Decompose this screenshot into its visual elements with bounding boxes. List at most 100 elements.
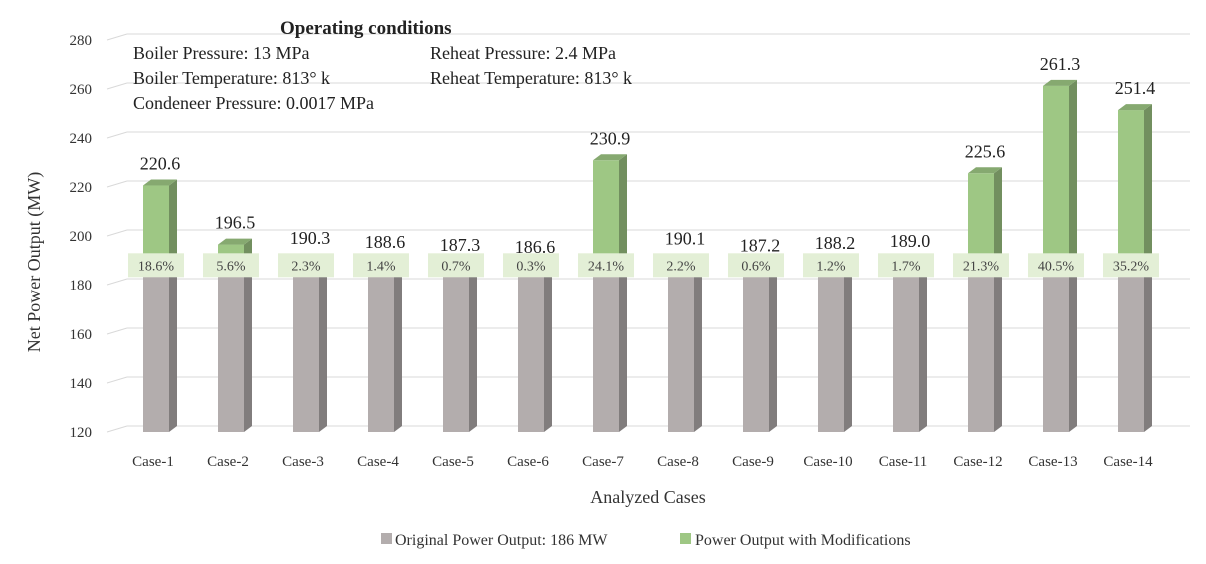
value-label: 187.2 [740,235,781,255]
x-tick-label: Case-2 [207,454,249,470]
percent-label-box [803,253,859,278]
legend-label-modified: Power Output with Modifications [695,532,911,549]
x-tick-label: Case-10 [803,454,852,470]
value-label: 196.5 [215,213,256,233]
percent-label: 2.3% [291,259,321,274]
bar-group: 196.5 5.6% [203,213,259,432]
original-bar-front [593,270,619,432]
legend-label-original: Original Power Output: 186 MW [395,532,608,549]
annotation-condenser-pressure: Condeneer Pressure: 0.0017 MPa [133,93,374,113]
gridline-depth [106,131,128,139]
percent-label: 0.6% [741,259,771,274]
value-label: 190.1 [665,228,706,248]
original-bar-front [443,270,469,432]
annotation-reheat-pressure: Reheat Pressure: 2.4 MPa [430,43,616,63]
percent-label-box [503,253,559,278]
percent-label-box [953,253,1009,278]
modified-bar-top [143,179,177,186]
original-bar-side [844,264,852,432]
annotation-reheat-temperature: Reheat Temperature: 813° k [430,68,632,88]
annotation-boiler-pressure: Boiler Pressure: 13 MPa [133,43,309,63]
gridline-depth [106,229,128,237]
modified-bar-top [593,154,627,161]
original-bar-side [619,264,627,432]
y-tick-label: 240 [70,131,93,147]
original-bar-side [469,264,477,432]
x-tick-label: Case-13 [1028,454,1077,470]
percent-label-box [653,253,709,278]
percent-label-box [353,253,409,278]
percent-label: 5.6% [216,259,246,274]
original-bar-front [293,270,319,432]
x-tick-label: Case-6 [507,454,549,470]
percent-label: 0.3% [516,259,546,274]
percent-label-box [128,253,184,278]
value-label: 187.3 [440,235,481,255]
legend: Original Power Output: 186 MW Power Outp… [381,532,911,549]
modified-bar-side [1144,104,1152,271]
bar-group: 186.6 0.3% [503,237,559,432]
bar-group: 187.3 0.7% [428,235,484,432]
bar-group: 189.0 1.7% [878,231,934,432]
percent-label: 1.7% [891,259,921,274]
percent-label: 24.1% [588,259,625,274]
modified-bar-side [994,167,1002,271]
bar-group: 187.2 0.6% [728,235,784,432]
value-label: 190.3 [290,228,331,248]
x-tick-label: Case-14 [1103,454,1153,470]
percent-label: 1.2% [816,259,846,274]
bar-group: 190.1 2.2% [653,228,709,432]
bar-group: 188.6 1.4% [353,232,409,432]
percent-label-box [1028,253,1084,278]
legend-swatch-modified [680,533,691,544]
value-label: 186.6 [515,237,556,257]
gridline-depth [106,376,128,384]
value-label: 230.9 [590,128,631,148]
x-tick-label: Case-5 [432,454,474,470]
modified-bar-top [218,238,252,245]
x-tick-label: Case-8 [657,454,699,470]
percent-label-box [428,253,484,278]
percent-label: 40.5% [1038,259,1075,274]
y-tick-label: 120 [70,425,93,441]
value-label: 188.2 [815,233,856,253]
gridline-depth [106,33,128,41]
original-bar-front [143,270,169,432]
modified-bar-side [169,179,177,271]
bar-group: 225.6 21.3% [953,141,1009,432]
original-bar-front [818,270,844,432]
bar-group: 261.3 40.5% [1028,54,1084,432]
x-tick-label: Case-7 [582,454,624,470]
original-bar-side [1144,264,1152,432]
modified-bar-front [1043,85,1069,271]
y-tick-label: 180 [70,278,93,294]
x-tick-label: Case-9 [732,454,774,470]
value-label: 225.6 [965,141,1006,161]
x-axis-labels: Case-1 Case-2 Case-3 Case-4 Case-5 Case-6 Case… [132,454,1153,470]
percent-label-box [878,253,934,278]
x-tick-label: Case-11 [879,454,928,470]
bar-group: 190.3 2.3% [278,228,334,432]
modified-bar-top [1118,104,1152,111]
original-bar-front [668,270,694,432]
original-bar-side [544,264,552,432]
original-bar-side [244,264,252,432]
bar-group: 251.4 35.2% [1103,78,1159,432]
original-bar-front [968,270,994,432]
original-bar-side [694,264,702,432]
original-bar-front [518,270,544,432]
modified-bar-top [968,167,1002,174]
bar-group: 230.9 24.1% [578,128,634,432]
value-label: 261.3 [1040,54,1081,74]
original-bar-side [919,264,927,432]
percent-label: 2.2% [666,259,696,274]
percent-label: 1.4% [366,259,396,274]
original-bar-front [1043,270,1069,432]
percent-label-box [203,253,259,278]
original-bar-front [893,270,919,432]
percent-label-box [578,253,634,278]
gridline-depth [106,425,128,433]
operating-conditions-annotation: Operating conditions Boiler Pressure: 13… [133,18,632,113]
percent-label: 0.7% [441,259,471,274]
